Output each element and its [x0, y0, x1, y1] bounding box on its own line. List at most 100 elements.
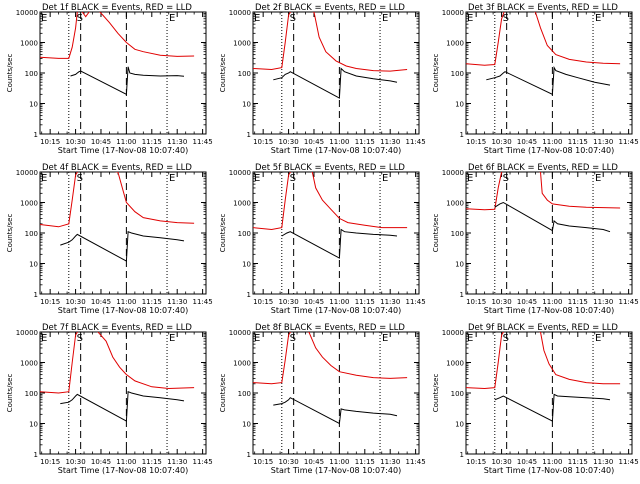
- x-tick-label: 11:15: [355, 138, 375, 146]
- x-tick-label: 11:45: [406, 458, 426, 466]
- chart-panel-4: Det 4f BLACK = Events, RED = LLD 1 10 100 10…: [6, 163, 213, 315]
- x-tick-label: 11:00: [542, 458, 562, 466]
- y-tick-label: 100: [451, 390, 464, 398]
- x-axis-label: Start Time (17-Nov-08 10:07:40): [58, 146, 188, 155]
- end-marker-label-left: E: [41, 333, 47, 344]
- x-tick-label: 10:15: [40, 298, 60, 306]
- y-tick-label: 1000: [20, 40, 38, 48]
- end-marker-label-left: E: [467, 173, 473, 184]
- y-tick-label: 100: [25, 230, 38, 238]
- x-tick-label: 10:30: [491, 298, 511, 306]
- x-tick-label: 11:30: [167, 458, 187, 466]
- plot-frame: [465, 331, 633, 455]
- x-tick-label: 11:45: [193, 138, 213, 146]
- x-tick-label: 10:30: [278, 298, 298, 306]
- y-tick-label: 100: [238, 230, 251, 238]
- x-axis-label: Start Time (17-Nov-08 10:07:40): [58, 466, 188, 475]
- x-tick-label: 10:45: [304, 298, 324, 306]
- series-line-lld: [40, 332, 195, 394]
- y-tick-label: 1: [34, 131, 38, 139]
- x-tick-label: 11:00: [116, 458, 136, 466]
- chart-panel-2: Det 2f BLACK = Events, RED = LLD 1 10 100 10…: [219, 3, 426, 155]
- x-tick-label: 11:00: [116, 138, 136, 146]
- x-tick-label: 11:15: [142, 458, 162, 466]
- x-tick-label: 11:45: [193, 298, 213, 306]
- x-tick-label: 11:00: [329, 138, 349, 146]
- y-tick-label: 1: [247, 131, 251, 139]
- y-axis-label: Counts/sec: [219, 374, 227, 413]
- x-tick-label: 11:15: [355, 458, 375, 466]
- y-tick-label: 10000: [16, 9, 38, 17]
- series-line-events: [60, 230, 185, 262]
- end-marker-label: E: [169, 13, 175, 24]
- chart-panel-8: Det 8f BLACK = Events, RED = LLD 1 10 100 10…: [219, 323, 426, 475]
- y-tick-label: 100: [25, 390, 38, 398]
- y-axis-label: Counts/sec: [219, 54, 227, 93]
- x-tick-label: 11:45: [619, 298, 639, 306]
- start-marker-label: S: [77, 13, 83, 24]
- x-tick-label: 11:45: [406, 138, 426, 146]
- y-axis-label: Counts/sec: [219, 214, 227, 253]
- chart-title: Det 3f BLACK = Events, RED = LLD: [468, 3, 618, 13]
- y-tick-label: 10000: [442, 169, 464, 177]
- x-tick-label: 10:30: [65, 138, 85, 146]
- y-axis-label: Counts/sec: [432, 374, 440, 413]
- x-tick-label: 10:45: [91, 458, 111, 466]
- series-line-lld: [40, 172, 195, 228]
- x-tick-label: 10:45: [517, 138, 537, 146]
- x-tick-label: 10:15: [40, 458, 60, 466]
- y-tick-label: 1: [460, 451, 464, 459]
- series-line-events: [486, 65, 611, 96]
- end-marker-label: E: [169, 173, 175, 184]
- y-tick-label: 10000: [16, 169, 38, 177]
- series-line-events: [273, 67, 398, 99]
- x-tick-label: 11:00: [116, 298, 136, 306]
- x-tick-label: 11:30: [593, 298, 613, 306]
- y-tick-label: 10: [455, 261, 464, 269]
- x-tick-label: 10:15: [253, 458, 273, 466]
- x-tick-label: 10:30: [278, 458, 298, 466]
- x-tick-label: 11:30: [167, 298, 187, 306]
- x-tick-label: 11:30: [593, 458, 613, 466]
- x-tick-label: 11:45: [619, 458, 639, 466]
- end-marker-label: E: [595, 173, 601, 184]
- y-tick-label: 10: [29, 421, 38, 429]
- y-axis-label: Counts/sec: [432, 214, 440, 253]
- chart-title: Det 2f BLACK = Events, RED = LLD: [255, 3, 405, 13]
- y-tick-label: 10000: [229, 9, 251, 17]
- x-tick-label: 11:30: [380, 458, 400, 466]
- x-tick-label: 10:30: [278, 138, 298, 146]
- end-marker-label-left: E: [254, 173, 260, 184]
- x-tick-label: 11:15: [142, 138, 162, 146]
- plot-frame: [465, 11, 633, 135]
- x-tick-label: 11:00: [542, 298, 562, 306]
- x-tick-label: 10:30: [491, 458, 511, 466]
- x-tick-label: 10:15: [466, 458, 486, 466]
- chart-title: Det 9f BLACK = Events, RED = LLD: [468, 323, 618, 333]
- y-tick-label: 1: [247, 451, 251, 459]
- x-tick-label: 10:45: [91, 138, 111, 146]
- series-line-events: [70, 66, 185, 96]
- plot-frame: [39, 331, 207, 455]
- chart-panel-5: Det 5f BLACK = Events, RED = LLD 1 10 100 10…: [219, 163, 426, 315]
- series-line-lld: [466, 332, 621, 390]
- y-axis-label: Counts/sec: [432, 54, 440, 93]
- series-line-events: [494, 393, 611, 422]
- plot-frame: [252, 11, 420, 135]
- x-axis-label: Start Time (17-Nov-08 10:07:40): [271, 306, 401, 315]
- x-tick-label: 10:30: [491, 138, 511, 146]
- series-line-events: [281, 228, 398, 259]
- start-marker-label: S: [503, 13, 509, 24]
- x-tick-label: 11:30: [593, 138, 613, 146]
- plot-frame: [252, 171, 420, 295]
- chart-title: Det 8f BLACK = Events, RED = LLD: [255, 323, 405, 333]
- start-marker-label: S: [77, 173, 83, 184]
- x-tick-label: 11:00: [329, 298, 349, 306]
- end-marker-label-left: E: [467, 333, 473, 344]
- x-tick-label: 10:30: [65, 298, 85, 306]
- end-marker-label: E: [169, 333, 175, 344]
- y-tick-label: 10: [242, 421, 251, 429]
- y-tick-label: 1: [460, 291, 464, 299]
- series-line-lld: [40, 12, 195, 59]
